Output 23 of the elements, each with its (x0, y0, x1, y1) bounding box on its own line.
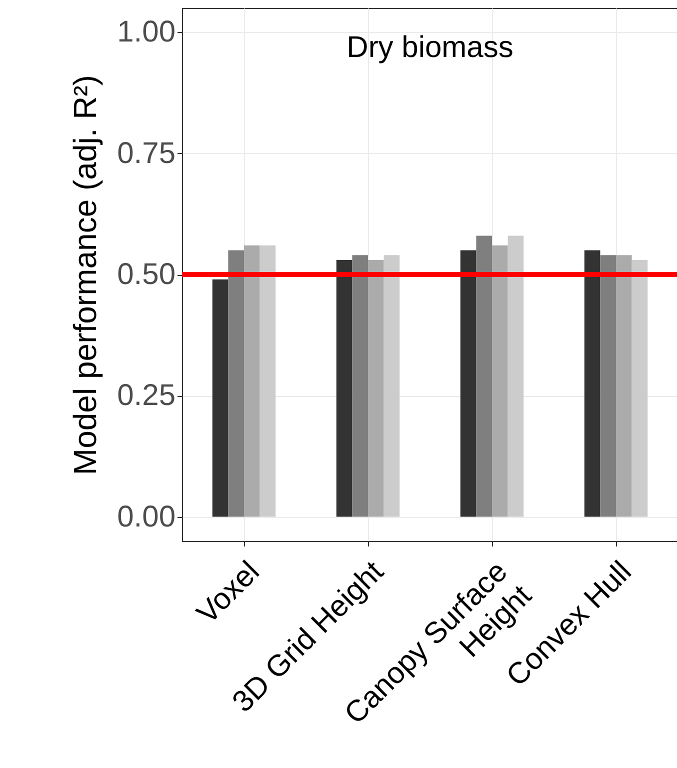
y-axis-title: Model performance (adj. R²) (67, 74, 104, 476)
bar (600, 255, 616, 517)
bar (228, 250, 244, 517)
bar (476, 236, 492, 517)
bar (492, 245, 508, 517)
bar (460, 250, 476, 517)
y-tick-label: 0.25 (117, 379, 176, 412)
y-tick-label: 1.00 (117, 16, 176, 49)
bar (616, 255, 632, 517)
y-tick-label: 0.00 (117, 500, 176, 534)
bar (368, 260, 384, 517)
bar (584, 250, 600, 517)
bar (632, 260, 648, 517)
bar (336, 260, 352, 517)
bar (508, 236, 524, 517)
y-tick-label: 0.75 (117, 136, 176, 170)
bar (384, 255, 400, 517)
bar (244, 245, 260, 517)
bar (352, 255, 368, 517)
bar (260, 245, 276, 517)
text: Dry biomass (346, 31, 514, 64)
y-tick-label: 0.50 (117, 258, 176, 291)
bar (212, 279, 228, 517)
